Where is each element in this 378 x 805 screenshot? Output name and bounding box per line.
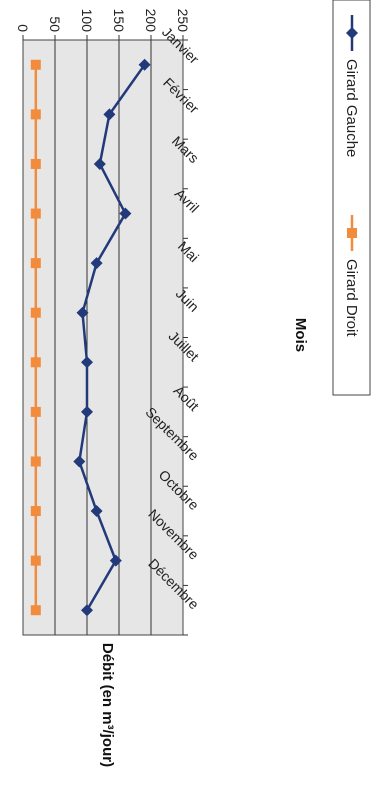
y-tick-label: 250 [175, 9, 191, 33]
data-point [30, 605, 41, 616]
data-point [81, 356, 93, 369]
data-point [73, 455, 86, 468]
data-point [30, 357, 41, 368]
data-point [30, 109, 41, 120]
series-layer [30, 58, 151, 617]
legend: Girard Gauche Girard Droit [332, 0, 371, 396]
data-point [30, 59, 41, 70]
legend-box [332, 0, 371, 396]
data-point [138, 58, 151, 71]
y-tick-label: 0 [15, 24, 31, 32]
y-tick-label: 150 [111, 9, 127, 33]
legend-label: Girard Gauche [343, 59, 360, 157]
data-point [30, 456, 41, 467]
data-point [30, 406, 41, 417]
y-tick-label: 50 [47, 16, 63, 32]
data-point [103, 108, 116, 121]
data-point [30, 506, 41, 517]
data-point [81, 405, 93, 418]
y-tick-label: 200 [143, 9, 159, 33]
gridlines [54, 40, 152, 635]
y-ticks: 0 50 100 150 200 250 [15, 9, 191, 40]
rotated-chart-group: 0 50 100 150 200 250 JanvierFévrierMarsAvrilM… [15, 0, 371, 767]
data-point [30, 258, 41, 269]
legend-items: Girard Gauche Girard Droit [343, 15, 360, 337]
x-axis-title: Mois [292, 318, 309, 352]
y-axis-title: Débit (en m³/jour) [99, 643, 116, 767]
data-point [109, 554, 122, 567]
data-point [30, 158, 41, 169]
legend-marker [346, 27, 358, 39]
data-point [30, 555, 41, 566]
data-point [119, 207, 132, 220]
legend-label: Girard Droit [343, 259, 360, 337]
series-line [78, 64, 146, 611]
data-point [90, 505, 103, 518]
data-point [81, 604, 93, 617]
y-tick-label: 100 [79, 9, 95, 33]
data-point [30, 307, 41, 318]
plot-area [22, 39, 184, 636]
data-point [90, 257, 103, 270]
legend-marker [347, 228, 357, 238]
data-point [30, 208, 41, 219]
data-point [93, 157, 106, 170]
data-point [76, 306, 89, 319]
